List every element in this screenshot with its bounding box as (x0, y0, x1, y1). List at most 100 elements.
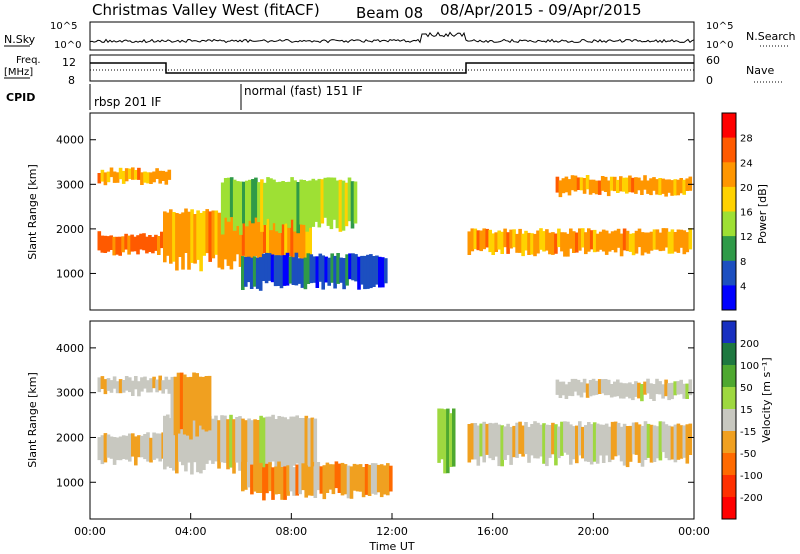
velocity-band-2-cell (286, 419, 290, 467)
power-colorbar-label: Power [dB] (756, 184, 769, 244)
power-band-6-cell (613, 176, 617, 192)
power-band-2-cell (263, 208, 267, 253)
power-colorbar: 28 24 20 16 12 8 4 (721, 112, 753, 311)
y-tick-label: 4000 (56, 342, 84, 355)
velocity-band-5-cell (440, 408, 444, 460)
velocity-band-6-cell (676, 423, 681, 460)
power-band-3-cell (223, 178, 228, 218)
colorbar-swatch (722, 137, 736, 163)
power-band-6-cell (655, 179, 659, 195)
velocity-band-2-cell (298, 418, 302, 475)
power-band-3-cell (311, 178, 316, 227)
velocity-band-2-cell (259, 415, 263, 471)
velocity-band-7-cell (585, 383, 590, 398)
colorbar-swatch (722, 113, 736, 139)
power-band-2-cell (284, 208, 288, 261)
power-band-4-cell (306, 253, 311, 284)
velocity-band-6-cell (467, 424, 472, 463)
velocity-band-2-cell (292, 416, 296, 466)
power-band-3-cell (254, 177, 258, 218)
power-band-5-cell (572, 231, 576, 253)
velocity-band-4-cell (379, 464, 384, 498)
velocity-band-6-cell (500, 425, 504, 467)
velocity-band-1-cell (103, 379, 108, 395)
velocity-band-1-cell (146, 380, 150, 393)
velocity-band-6-cell (613, 421, 618, 457)
velocity-band-0-cell (121, 435, 126, 459)
power-band-4-cell (378, 256, 382, 288)
colorbar-swatch (722, 453, 736, 476)
power-band-2-cell (256, 213, 261, 270)
velocity-band-2-cell (277, 416, 281, 473)
x-tick-label: 12:00 (376, 525, 408, 538)
power-band-0-cell (109, 235, 113, 250)
velocity-band-6-cell (581, 426, 585, 459)
power-band-6-cell (649, 178, 653, 196)
power-band-5-cell (622, 228, 627, 251)
power-band-6-cell (567, 179, 572, 196)
colorbar-tick-label: 100 (740, 361, 759, 372)
cpid-row: CPID rbsp 201 IF normal (fast) 151 IF (6, 84, 363, 110)
velocity-band-6-cell (673, 424, 678, 463)
power-band-4-cell (366, 254, 370, 289)
power-band-1-cell (118, 167, 123, 180)
velocity-band-7-cell (579, 382, 584, 398)
colorbar-swatch (722, 343, 736, 366)
freq-panel: Freq. [MHz] 12 8 60 0 Nave (4, 54, 782, 87)
power-band-5-cell (467, 231, 472, 255)
velocity-band-6-cell (682, 425, 687, 458)
power-band-5-cell (613, 230, 618, 253)
power-band-3-cell (308, 180, 312, 228)
power-band-5-cell (610, 231, 615, 250)
power-band-3-cell (338, 179, 343, 232)
power-band-6-cell (579, 177, 584, 191)
velocity-band-2-cell (295, 415, 299, 464)
cpid-segment-1: rbsp 201 IF (94, 95, 161, 109)
velocity-band-7-cell (646, 378, 650, 394)
velocity-band-4-cell (364, 464, 369, 495)
power-band-5-cell (619, 233, 624, 257)
power-band-5-cell (527, 232, 531, 255)
velocity-band-1-cell (124, 376, 129, 391)
velocity-band-2-cell (289, 416, 293, 463)
x-tick-label: 00:00 (678, 525, 710, 538)
power-band-5-cell (664, 228, 669, 248)
velocity-band-4-cell (271, 467, 275, 500)
velocity-band-0-cell (112, 437, 117, 465)
velocity-band-1-cell (100, 376, 105, 389)
power-band-1-cell (149, 172, 153, 184)
power-band-5-cell (581, 228, 585, 248)
velocity-band-4-cell (349, 466, 354, 499)
velocity-band-6-cell (506, 423, 510, 456)
power-band-5-cell (524, 230, 528, 251)
velocity-band-7-cell (676, 381, 680, 395)
power-band-0-cell (160, 231, 164, 249)
velocity-band-7-cell (649, 383, 653, 399)
velocity-band-7-cell (588, 380, 593, 397)
power-band-2-cell (244, 213, 249, 270)
velocity-band-1-cell (164, 376, 169, 390)
velocity-band-4-cell (283, 466, 287, 500)
power-band-4-cell (360, 255, 364, 285)
power-band-5-cell (673, 232, 678, 252)
power-band-3-cell (335, 180, 340, 229)
power-band-0-cell (157, 236, 161, 255)
velocity-band-0-cell (134, 436, 138, 466)
power-band-5-cell (679, 229, 684, 248)
velocity-band-7-cell (664, 379, 668, 397)
power-band-2-cell (196, 210, 200, 260)
power-band-3-cell (251, 179, 255, 224)
velocity-band-7-cell (670, 382, 674, 400)
y-tick-label: 1000 (56, 476, 84, 489)
velocity-band-6-cell (566, 421, 570, 455)
power-band-3-cell (266, 177, 270, 219)
velocity-band-2-cell (274, 419, 278, 468)
power-band-2-cell (266, 212, 270, 270)
power-band-2-cell (302, 212, 306, 270)
power-band-2-cell (163, 211, 167, 263)
nsearch-tick-high: 10^5 (706, 21, 733, 32)
power-band-2-cell (205, 209, 209, 254)
power-band-4-cell (288, 256, 293, 284)
velocity-band-5-cell (449, 413, 453, 467)
freq-tick-low: 8 (68, 74, 75, 87)
